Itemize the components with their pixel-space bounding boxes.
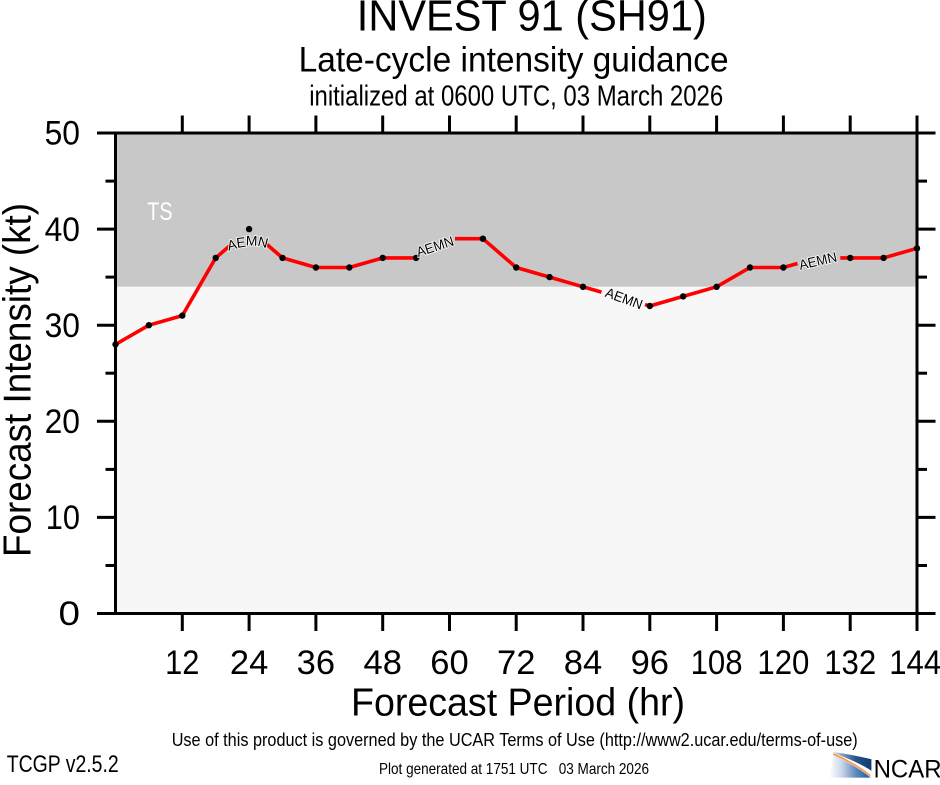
svg-text:120: 120 xyxy=(757,644,809,682)
svg-text:36: 36 xyxy=(297,644,335,682)
svg-text:INVEST 91 (SH91): INVEST 91 (SH91) xyxy=(357,0,707,40)
svg-text:initialized at 0600 UTC, 03 Ma: initialized at 0600 UTC, 03 March 2026 xyxy=(309,81,723,113)
svg-text:30: 30 xyxy=(45,307,80,345)
svg-text:E: E xyxy=(235,234,246,251)
svg-text:144: 144 xyxy=(889,644,940,682)
svg-text:M: M xyxy=(246,232,258,248)
svg-text:20: 20 xyxy=(45,403,80,441)
svg-text:TS: TS xyxy=(147,198,172,226)
svg-text:0: 0 xyxy=(59,595,81,633)
svg-text:84: 84 xyxy=(564,644,602,682)
svg-text:40: 40 xyxy=(45,211,80,249)
svg-text:24: 24 xyxy=(230,644,268,682)
svg-text:Late-cycle intensity guidance: Late-cycle intensity guidance xyxy=(299,40,729,79)
svg-text:Use of this product is governe: Use of this product is governed by the U… xyxy=(172,729,858,750)
svg-text:NCAR: NCAR xyxy=(874,756,940,780)
svg-text:10: 10 xyxy=(46,499,80,537)
svg-text:72: 72 xyxy=(497,644,535,682)
svg-text:132: 132 xyxy=(824,644,876,682)
svg-text:Forecast Period (hr): Forecast Period (hr) xyxy=(351,682,685,725)
svg-text:12: 12 xyxy=(165,644,199,682)
svg-text:N: N xyxy=(256,233,270,251)
svg-text:TCGP v2.5.2: TCGP v2.5.2 xyxy=(7,751,119,778)
svg-text:Forecast Intensity (kt): Forecast Intensity (kt) xyxy=(0,203,39,557)
svg-text:96: 96 xyxy=(631,644,669,682)
svg-text:Plot generated at 1751 UTC 0: Plot generated at 1751 UTC 03 March 2026 xyxy=(379,761,649,778)
svg-text:108: 108 xyxy=(691,644,743,682)
svg-text:48: 48 xyxy=(364,644,402,682)
svg-text:60: 60 xyxy=(430,644,468,682)
svg-text:50: 50 xyxy=(45,115,80,153)
